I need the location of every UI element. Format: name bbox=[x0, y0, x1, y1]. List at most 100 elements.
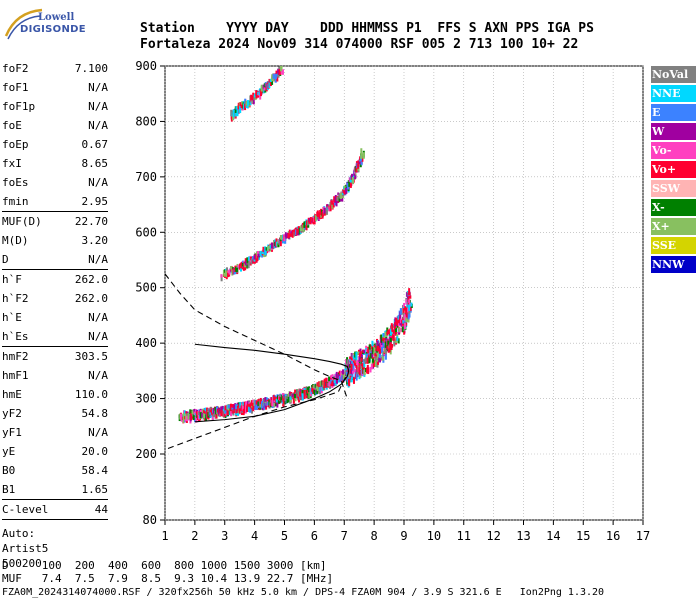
echo-mark bbox=[367, 346, 370, 354]
echo-mark bbox=[391, 326, 394, 332]
echo-mark bbox=[264, 246, 267, 253]
echo-mark bbox=[325, 208, 328, 215]
param-value: 44 bbox=[94, 503, 108, 516]
echo-mark bbox=[360, 358, 363, 362]
true-height-profile-line bbox=[194, 343, 350, 423]
echo-mark bbox=[195, 415, 198, 423]
echo-mark bbox=[291, 393, 294, 398]
echo-mark bbox=[282, 392, 285, 397]
echo-mark bbox=[389, 329, 392, 336]
echo-mark bbox=[243, 406, 246, 412]
echo-mark bbox=[307, 221, 310, 226]
echo-mark bbox=[330, 379, 333, 384]
param-value: 58.4 bbox=[81, 464, 109, 477]
echo-mark bbox=[401, 326, 404, 333]
echo-mark bbox=[246, 100, 249, 106]
x-tick-label: 15 bbox=[576, 529, 590, 543]
echo-mark bbox=[313, 218, 316, 225]
echo-mark bbox=[345, 187, 348, 194]
echo-mark bbox=[382, 356, 385, 361]
echo-mark bbox=[247, 262, 250, 269]
param-row: D N/A bbox=[2, 250, 108, 269]
echo-mark bbox=[237, 102, 240, 110]
echo-mark bbox=[373, 352, 376, 356]
echo-mark bbox=[257, 401, 260, 407]
echo-mark bbox=[384, 341, 387, 348]
echo-mark bbox=[232, 268, 235, 274]
y-tick-label: 700 bbox=[135, 170, 157, 184]
param-label: yE bbox=[2, 445, 16, 458]
echo-mark bbox=[215, 407, 218, 415]
echo-mark bbox=[331, 378, 334, 384]
echo-mark bbox=[239, 265, 242, 272]
echo-mark bbox=[359, 372, 362, 378]
echo-mark bbox=[316, 210, 319, 217]
echo-mark bbox=[349, 375, 352, 380]
echo-mark bbox=[256, 251, 259, 257]
echo-mark bbox=[212, 412, 215, 418]
echo-mark bbox=[240, 405, 243, 412]
echo-mark bbox=[339, 375, 342, 383]
echo-mark bbox=[294, 393, 297, 399]
param-label: B0 bbox=[2, 464, 16, 477]
echo-mark bbox=[379, 343, 382, 348]
legend-item: NNW bbox=[651, 256, 696, 273]
echo-mark bbox=[268, 78, 271, 83]
param-value: N/A bbox=[88, 426, 108, 439]
header-values: Fortaleza 2024 Nov09 314 074000 RSF 005 … bbox=[140, 37, 579, 52]
echo-mark bbox=[265, 402, 268, 406]
echo-mark bbox=[260, 84, 263, 92]
echo-mark bbox=[303, 387, 306, 391]
echo-mark bbox=[231, 406, 234, 410]
echo-mark bbox=[363, 369, 366, 376]
echo-mark bbox=[235, 409, 238, 414]
echo-mark bbox=[344, 370, 347, 374]
echo-mark bbox=[400, 323, 403, 327]
echo-mark bbox=[206, 407, 209, 412]
echo-mark bbox=[328, 376, 331, 382]
legend-item: X- bbox=[651, 199, 696, 216]
echo-mark bbox=[276, 395, 279, 400]
param-row: foF1p N/A bbox=[2, 97, 108, 116]
echo-mark bbox=[382, 332, 385, 337]
echo-mark bbox=[378, 358, 381, 363]
echo-mark bbox=[280, 397, 283, 403]
echo-mark bbox=[288, 229, 291, 233]
echo-mark bbox=[342, 369, 345, 375]
echo-mark bbox=[410, 302, 413, 307]
echo-mark bbox=[331, 381, 334, 387]
echo-mark bbox=[366, 357, 369, 364]
param-label: h`Es bbox=[2, 330, 29, 343]
echo-mark bbox=[215, 412, 218, 419]
x-tick-label: 2 bbox=[191, 529, 198, 543]
param-label: h`F2 bbox=[2, 292, 29, 305]
logo-swoosh-icon bbox=[4, 8, 43, 40]
echo-mark bbox=[355, 353, 358, 361]
echo-mark bbox=[374, 353, 377, 359]
echo-mark bbox=[387, 340, 390, 347]
echo-mark bbox=[204, 409, 207, 414]
echo-mark bbox=[325, 377, 328, 382]
echo-mark bbox=[271, 399, 274, 407]
echo-mark bbox=[274, 76, 277, 83]
echo-mark bbox=[347, 375, 350, 383]
echo-mark bbox=[340, 370, 343, 378]
echo-mark bbox=[346, 359, 349, 365]
echo-mark bbox=[371, 358, 374, 363]
echo-mark bbox=[395, 327, 398, 334]
echo-mark bbox=[403, 330, 406, 335]
x-tick-label: 4 bbox=[251, 529, 258, 543]
param-row: B1 1.65 bbox=[2, 480, 108, 499]
echo-mark bbox=[386, 327, 389, 335]
echo-mark bbox=[408, 299, 411, 303]
param-label: foF2 bbox=[2, 62, 29, 75]
echo-mark bbox=[263, 86, 266, 91]
echo-mark bbox=[334, 196, 337, 203]
echo-mark bbox=[338, 195, 341, 202]
echo-mark bbox=[246, 263, 249, 269]
param-value: N/A bbox=[88, 81, 108, 94]
echo-mark bbox=[396, 336, 399, 342]
logo-line1: Lowell bbox=[38, 12, 75, 23]
param-row: foEs N/A bbox=[2, 173, 108, 192]
echo-mark bbox=[229, 403, 232, 408]
